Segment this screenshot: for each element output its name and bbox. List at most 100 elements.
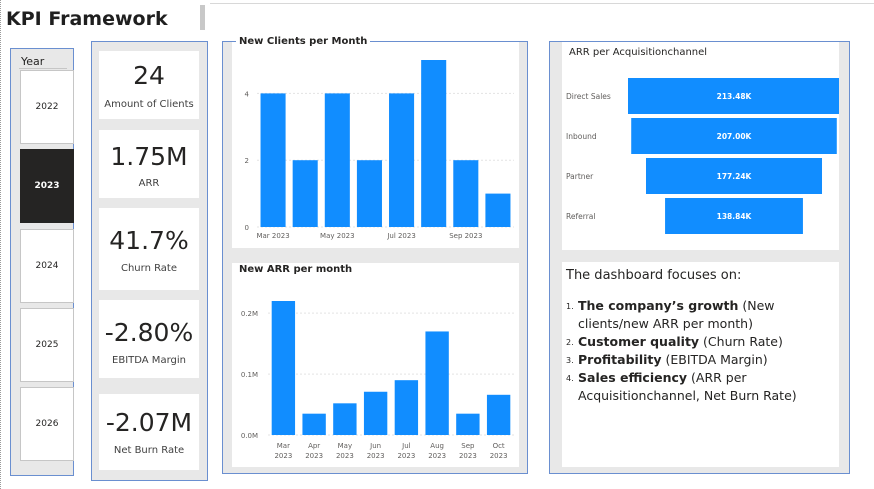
funnel-chart-card[interactable]: 213.48K Direct Sales 207.00K Inbound 177.24K… (562, 42, 840, 250)
x-tick-label: Sep (461, 442, 475, 450)
category-label: Inbound (566, 132, 597, 141)
bar (421, 60, 447, 227)
new-clients-chart-card[interactable]: 0 2 4 Mar 2023 May 2023 Jul 2023 Sep 2023 New … (232, 36, 519, 248)
year-option-2026[interactable]: 2026 (20, 387, 74, 461)
bar (260, 93, 286, 228)
kpi-panel: 24 Amount of Clients 1.75M ARR 41.7% Chu… (91, 41, 208, 481)
notes-item-number: 1. (566, 302, 574, 311)
funnel-bar (628, 78, 840, 114)
data-label: 138.84K (717, 212, 753, 221)
notes-text-box: The dashboard focuses on: 1. The company’… (562, 262, 839, 467)
x-tick-label: 2023 (367, 452, 385, 460)
x-tick-label: Oct (493, 442, 505, 450)
bar (271, 301, 296, 435)
x-tick-label: 2023 (428, 452, 446, 460)
year-option-2025[interactable]: 2025 (20, 308, 74, 382)
x-tick-label: May (338, 442, 352, 450)
bar (485, 193, 511, 227)
top-divider (210, 3, 874, 4)
data-label: 177.24K (717, 172, 753, 181)
x-tick-label: Aug (430, 442, 444, 450)
notes-item-number: 2. (566, 338, 574, 347)
bar (302, 413, 326, 435)
kpi-label: ARR (138, 178, 160, 189)
notes-list: 1. The company’s growth (New clients/new … (566, 297, 831, 405)
bar (333, 403, 357, 435)
charts-panel: 0 2 4 Mar 2023 May 2023 Jul 2023 Sep 2023 New … (222, 36, 528, 474)
bar (453, 160, 479, 227)
y-tick-label: 0 (245, 224, 249, 232)
x-tick-label: May 2023 (320, 232, 355, 240)
chart-title: New ARR per month (236, 264, 356, 275)
data-label: 213.48K (717, 92, 753, 101)
bar (394, 380, 419, 435)
notes-item-text: (Churn Rate) (699, 334, 783, 349)
notes-item-text: (New clients/new ARR per month) (578, 298, 775, 331)
bar (363, 391, 388, 435)
y-tick-label: 4 (245, 90, 250, 98)
notes-item: 3. Profitability (EBITDA Margin) (566, 351, 831, 369)
page-title: KPI Framework (6, 8, 168, 30)
kpi-value: 1.75M (110, 142, 188, 171)
new-arr-chart-card[interactable]: 0.0M 0.1M 0.2M Mar 2023 Apr 2023 May 2023 Jun 2023… (232, 263, 519, 467)
y-tick-label: 2 (245, 157, 249, 165)
kpi-label: Net Burn Rate (113, 445, 185, 456)
bar (292, 160, 318, 227)
kpi-label: EBITDA Margin (112, 355, 186, 366)
x-tick-label: 2023 (274, 452, 292, 460)
kpi-card-net-burn[interactable]: -2.07M Net Burn Rate (99, 394, 199, 470)
new-clients-chart: 0 2 4 Mar 2023 May 2023 Jul 2023 Sep 2023 (245, 60, 514, 240)
kpi-label: Churn Rate (120, 263, 178, 274)
new-arr-chart: 0.0M 0.1M 0.2M Mar 2023 Apr 2023 May 2023 Jun 2023… (241, 301, 514, 460)
x-tick-label: Jul 2023 (386, 232, 416, 240)
bar (456, 413, 480, 435)
x-tick-label: 2023 (490, 452, 508, 460)
data-label: 207.00K (717, 132, 753, 141)
x-tick-label: Sep 2023 (449, 232, 482, 240)
x-tick-label: Jul (401, 442, 411, 450)
kpi-card-churn[interactable]: 41.7% Churn Rate (99, 208, 199, 290)
y-tick-label: 0.1M (241, 371, 258, 379)
chart-title: ARR per Acquisitionchannel (566, 47, 711, 58)
bar (389, 93, 415, 228)
year-option-2022[interactable]: 2022 (20, 70, 74, 144)
notes-item: 1. The company’s growth (New clients/new … (566, 297, 831, 333)
bar (324, 93, 350, 228)
funnel-bar (631, 118, 837, 154)
kpi-card-clients[interactable]: 24 Amount of Clients (99, 51, 199, 119)
x-tick-label: 2023 (459, 452, 477, 460)
x-tick-label: 2023 (305, 452, 323, 460)
notes-intro: The dashboard focuses on: (566, 268, 742, 283)
arr-funnel-chart: 213.48K Direct Sales 207.00K Inbound 177.24K… (566, 78, 840, 234)
kpi-label: Amount of Clients (104, 99, 194, 110)
notes-item-number: 3. (566, 356, 574, 365)
bar (425, 331, 449, 435)
y-tick-label: 0.2M (241, 310, 258, 318)
funnel-bar (645, 158, 823, 194)
notes-item-bold: The company’s growth (578, 298, 739, 313)
page-edge-divider (0, 0, 2, 489)
notes-item-bold: Sales efficiency (578, 370, 688, 385)
year-slicer-header: Year (21, 55, 45, 68)
x-tick-label: Mar (277, 442, 290, 450)
funnel-and-notes-panel: 213.48K Direct Sales 207.00K Inbound 177.24K… (549, 41, 850, 474)
title-accent-bar (200, 5, 205, 30)
notes-item-text: (EBITDA Margin) (661, 352, 768, 367)
notes-item-bold: Customer quality (578, 334, 700, 349)
notes-item-bold: Profitability (578, 352, 662, 367)
x-tick-label: Apr (308, 442, 320, 450)
funnel-bar (665, 198, 803, 234)
year-slicer: Year 2022 2023 2024 2025 2026 (10, 48, 74, 476)
year-option-2023[interactable]: 2023 (20, 149, 74, 223)
x-tick-label: Mar 2023 (256, 232, 289, 240)
kpi-value: 41.7% (109, 226, 189, 255)
notes-item-text: (ARR per Acquisitionchannel, Net Burn Ra… (578, 370, 797, 403)
year-slicer-divider (19, 68, 67, 69)
x-tick-label: 2023 (336, 452, 354, 460)
category-label: Partner (566, 172, 594, 181)
kpi-card-ebitda[interactable]: -2.80% EBITDA Margin (99, 300, 199, 378)
x-tick-label: 2023 (397, 452, 415, 460)
year-option-2024[interactable]: 2024 (20, 229, 74, 303)
kpi-card-arr[interactable]: 1.75M ARR (99, 130, 199, 198)
